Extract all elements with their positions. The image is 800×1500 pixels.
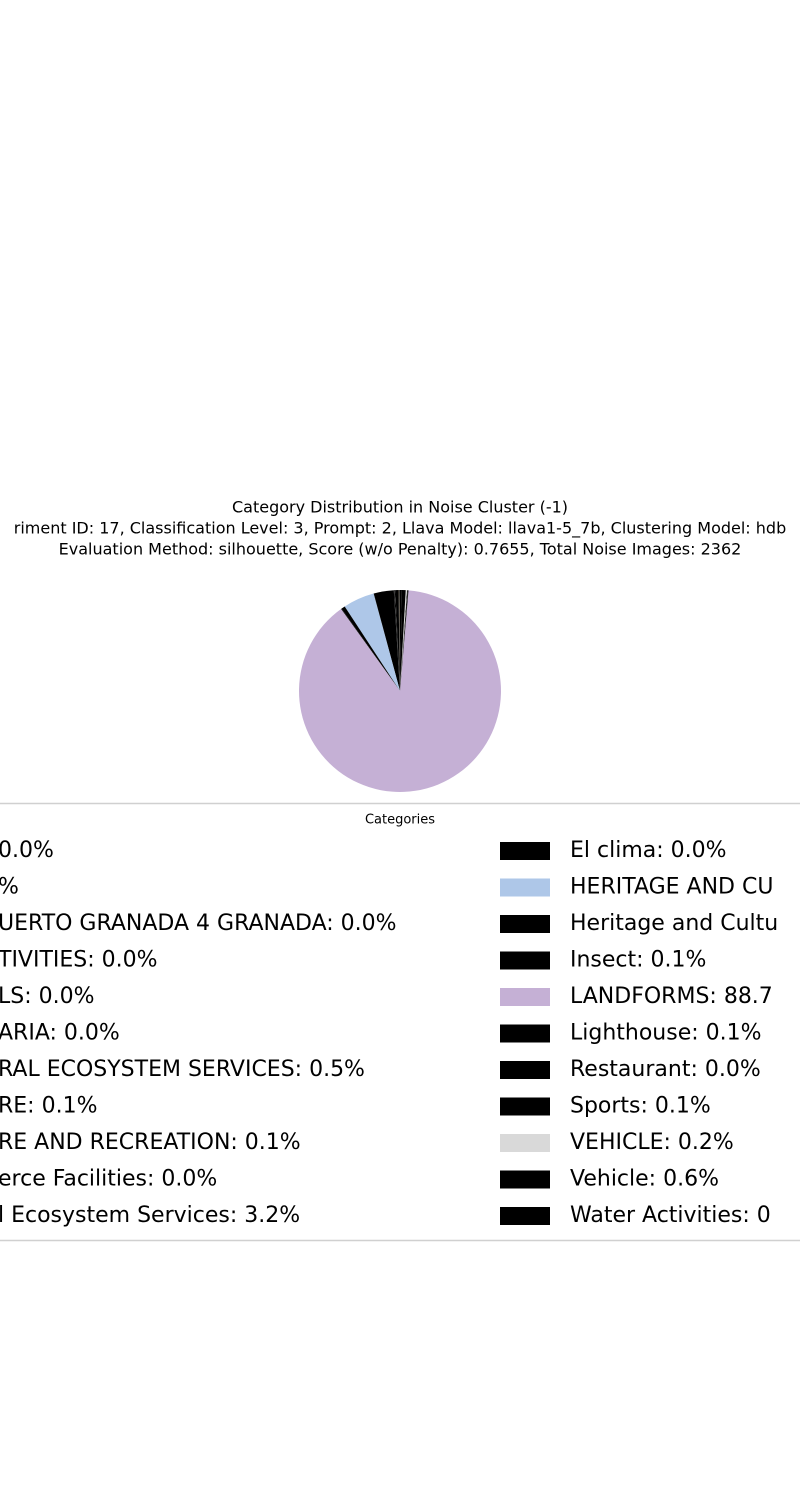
pie-slice bbox=[393, 590, 400, 691]
chart-subtitle: riment ID: 17, Classification Level: 3, … bbox=[14, 519, 786, 539]
legend-label: Insect: 0.1% bbox=[570, 948, 706, 973]
legend-swatch bbox=[500, 1207, 550, 1225]
pie-slice bbox=[394, 590, 400, 691]
legend-swatch bbox=[500, 1134, 550, 1152]
legend-label: l Ecosystem Services: 3.2% bbox=[0, 1203, 300, 1228]
legend-label: LS: 0.0% bbox=[0, 984, 95, 1009]
pie-slice bbox=[373, 593, 400, 691]
legend-label: TIVITIES: 0.0% bbox=[0, 948, 158, 973]
legend-label: Sports: 0.1% bbox=[570, 1094, 711, 1119]
pie-slice bbox=[400, 590, 406, 691]
legend-label: RAL ECOSYSTEM SERVICES: 0.5% bbox=[0, 1057, 365, 1082]
pie-slice bbox=[399, 590, 400, 691]
pie-slice bbox=[299, 590, 501, 792]
pie-slice bbox=[399, 590, 400, 691]
legend-label: ARIA: 0.0% bbox=[0, 1021, 120, 1046]
pie-slice bbox=[373, 590, 400, 691]
pie-slice bbox=[400, 590, 407, 691]
legend-label: erce Facilities: 0.0% bbox=[0, 1167, 217, 1192]
legend-swatch bbox=[500, 1061, 550, 1079]
pie-slice bbox=[341, 606, 400, 691]
legend-label: El clima: 0.0% bbox=[570, 838, 727, 863]
legend-swatch bbox=[500, 842, 550, 860]
pie-slice bbox=[400, 590, 408, 691]
legend-label: UERTO GRANADA 4 GRANADA: 0.0% bbox=[0, 911, 397, 936]
legend-label: Lighthouse: 0.1% bbox=[570, 1021, 762, 1046]
legend-swatch bbox=[500, 915, 550, 933]
pie-slice bbox=[398, 590, 400, 691]
legend-swatch bbox=[500, 988, 550, 1006]
legend-swatch bbox=[500, 878, 550, 897]
legend-label: LANDFORMS: 88.7 bbox=[570, 984, 773, 1009]
pie-slice bbox=[400, 590, 402, 691]
pie-slice bbox=[398, 590, 400, 691]
legend-label: % bbox=[0, 875, 19, 900]
chart-subtitle: Evaluation Method: silhouette, Score (w/… bbox=[59, 540, 742, 559]
legend-label: Water Activities: 0 bbox=[570, 1203, 771, 1228]
chart-title: Category Distribution in Noise Cluster (… bbox=[232, 498, 568, 517]
pie-slice bbox=[394, 590, 400, 691]
pie-slice bbox=[341, 608, 400, 691]
legend-swatch bbox=[500, 1024, 550, 1043]
legend-label: Vehicle: 0.6% bbox=[570, 1167, 719, 1192]
pie-slice bbox=[398, 590, 400, 691]
legend-label: Restaurant: 0.0% bbox=[570, 1057, 761, 1082]
legend-label: RE: 0.1% bbox=[0, 1094, 97, 1119]
legend-label: Heritage and Cultu bbox=[570, 911, 778, 936]
pie-slice bbox=[400, 590, 408, 691]
pie-slice bbox=[395, 590, 400, 691]
legend-label: RE AND RECREATION: 0.1% bbox=[0, 1130, 301, 1155]
legend-title: Categories bbox=[365, 813, 435, 828]
legend-label: HERITAGE AND CU bbox=[570, 875, 773, 900]
legend-swatch bbox=[500, 951, 550, 970]
legend-label: 0.0% bbox=[0, 838, 54, 863]
legend-label: VEHICLE: 0.2% bbox=[570, 1130, 734, 1155]
pie-slice bbox=[400, 590, 409, 691]
legend-swatch bbox=[500, 1097, 550, 1116]
pie-slice bbox=[344, 593, 400, 691]
legend-swatch bbox=[500, 1170, 550, 1189]
